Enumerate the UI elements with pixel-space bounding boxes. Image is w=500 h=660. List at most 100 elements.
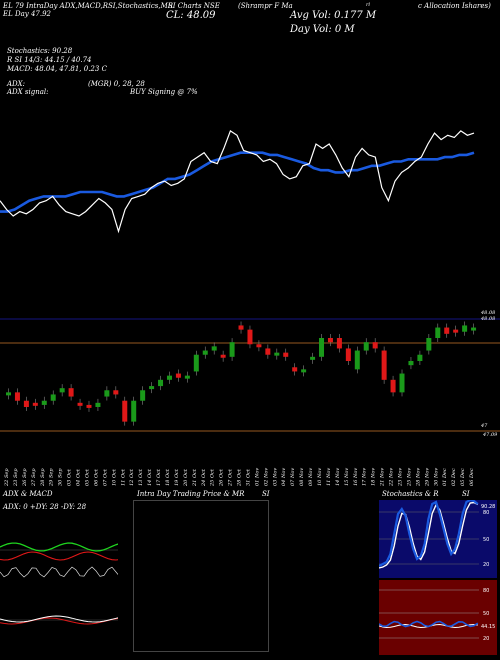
rsi-tick-label: 50	[483, 611, 489, 617]
stoch-value-label: 90.28	[481, 504, 495, 510]
candle-up	[435, 327, 441, 338]
rsi-value-label: 44.15	[481, 624, 495, 630]
adx-panel-readout: ADX: 0 +DY: 28 -DY: 28	[3, 503, 87, 511]
date-tick-label: 26 Sep	[22, 468, 28, 487]
candle-up	[131, 400, 137, 422]
adx-macd-panel-title: ADX & MACD	[3, 490, 53, 498]
date-tick-label: 07 Nov	[290, 468, 296, 486]
candle-down	[238, 325, 244, 330]
candle-up	[59, 388, 65, 393]
date-tick-label: 17 Nov	[362, 468, 368, 486]
candle-up	[399, 373, 405, 393]
price-axis-upper2: 48.08	[481, 316, 496, 322]
date-tick-label: 03 Nov	[272, 468, 278, 486]
intraday-chart-area	[133, 500, 269, 652]
price-axis-upper: 48.08	[481, 310, 496, 316]
date-tick-label: 17 Oct	[156, 468, 162, 486]
rsi-background	[379, 580, 497, 655]
intraday-panel-si: SI	[262, 490, 270, 498]
date-tick-label: 03 Oct	[67, 468, 73, 486]
date-tick-label: 08 Nov	[299, 468, 305, 486]
date-tick-label: 10 Nov	[317, 468, 323, 486]
candle-down	[390, 379, 396, 393]
candle-down	[327, 338, 333, 343]
candle-up	[158, 379, 164, 387]
candle-down	[68, 388, 74, 397]
candle-down	[77, 402, 83, 406]
date-tick-label: 25 Oct	[210, 468, 216, 487]
plus-di-line	[0, 542, 118, 552]
rsi-readout: R SI 14/3: 44.15 / 40.74	[7, 56, 92, 64]
macd-readout: MACD: 48.04, 47.81, 0.23 C	[7, 65, 107, 73]
macd-line	[0, 615, 118, 623]
candle-up	[229, 342, 235, 357]
adx-panel	[0, 542, 118, 578]
candle-down	[336, 338, 342, 349]
date-tick-label: 29 Nov	[424, 468, 430, 487]
stoch-tick-label: 80	[483, 510, 489, 516]
candle-down	[23, 400, 29, 407]
date-tick-label: 16 Nov	[353, 468, 359, 486]
candle-down	[283, 352, 289, 357]
price-axis-lower2: 47.09	[483, 432, 498, 438]
stoch-d-line	[379, 501, 479, 569]
header-title-mid: SI,Stochastics,MR	[108, 2, 174, 10]
candle-up	[193, 354, 199, 372]
intraday-panel-title: Intra Day Trading Price & MR	[137, 490, 245, 498]
adx-values: (MGR) 0, 28, 28	[88, 80, 145, 88]
candle-up	[274, 352, 280, 356]
candle-up	[104, 390, 110, 397]
candle-up	[6, 392, 11, 396]
date-tick-label: 22 Nov	[389, 468, 395, 487]
date-tick-label: 04 Oct	[76, 468, 82, 486]
candle-up	[41, 400, 47, 405]
candle-down	[175, 373, 181, 378]
date-tick-label: 19 Oct	[174, 468, 180, 486]
header-title-left: EL 79 IntraDay ADX,MACD,R	[3, 2, 108, 10]
candle-up	[184, 375, 190, 379]
stoch-panel-si: SI	[462, 490, 470, 498]
date-tick-label: 24 Oct	[201, 468, 207, 487]
candle-down	[345, 348, 351, 361]
date-tick-label: 15 Nov	[344, 468, 350, 486]
candle-up	[50, 394, 56, 401]
date-tick-label: 27 Sep	[31, 468, 37, 487]
date-tick-label: 21 Oct	[192, 468, 198, 487]
candle-down	[453, 329, 459, 333]
date-tick-label: 20 Oct	[183, 468, 189, 487]
candle-down	[113, 390, 119, 395]
candle-up	[462, 325, 468, 332]
date-tick-label: 28 Nov	[415, 468, 421, 487]
date-tick-label: 26 Oct	[219, 468, 225, 487]
date-tick-label: 05 Oct	[85, 468, 91, 486]
candle-up	[149, 386, 155, 390]
candle-up	[408, 361, 414, 366]
date-tick-label: 02 Dec	[451, 468, 457, 486]
price-axis-lower: 47	[481, 423, 488, 429]
candle-down	[32, 402, 38, 406]
date-tick-label: 23 Nov	[398, 468, 404, 487]
candle-down	[444, 327, 450, 334]
candle-up	[301, 369, 307, 373]
price-line-chart	[0, 129, 475, 234]
date-tick-label: 30 Sep	[58, 468, 64, 486]
candle-up	[140, 390, 146, 401]
buy-signal: BUY Signing @ 7%	[130, 88, 198, 96]
candle-up	[319, 338, 325, 357]
macd-panel	[0, 615, 118, 625]
candle-down	[256, 344, 262, 348]
header-title-mid2: SI Charts NSE	[168, 2, 220, 10]
price-line	[0, 129, 475, 234]
date-tick-label: 14 Nov	[335, 468, 341, 486]
stoch-tick-label: 50	[483, 537, 489, 543]
candle-up	[354, 350, 360, 370]
candle-down	[372, 342, 378, 349]
candle-up	[310, 356, 316, 360]
stoch-tick-label: 20	[483, 562, 489, 568]
candle-down	[86, 404, 92, 408]
date-tick-label: 23 Sep	[13, 468, 19, 487]
stoch-k-line	[379, 500, 479, 567]
rsi-panel: 80 50 20 44.15	[379, 580, 497, 655]
stoch-panel-title: Stochastics & R	[382, 490, 439, 498]
date-tick-label: 09 Nov	[308, 468, 314, 486]
